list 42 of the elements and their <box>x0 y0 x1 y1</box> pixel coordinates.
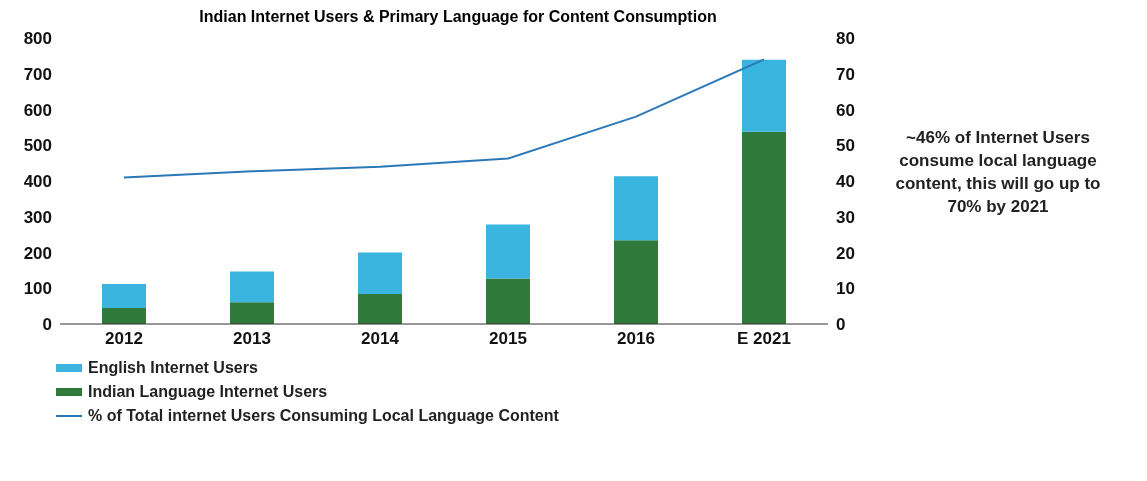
x-tick-label: 2016 <box>617 329 655 349</box>
y-tick-label: 500 <box>23 136 52 156</box>
y-tick-label: 200 <box>23 243 52 263</box>
text: ~46% of Internet Users consume local language content, this will go up to 70% by 2021 <box>894 127 1102 218</box>
chart-title: Indian Internet Users & Primary Language for Content Consumption <box>198 8 718 26</box>
bar <box>358 293 402 324</box>
y2-tick-label: 80 <box>836 29 855 49</box>
bar <box>230 302 274 324</box>
y2-tick-label: 30 <box>836 207 855 227</box>
y2-tick-label: 60 <box>836 100 855 120</box>
bar <box>742 59 786 132</box>
x-tick-label: 2013 <box>233 329 271 349</box>
y2-tick-label: 50 <box>836 136 855 156</box>
y-tick-label: 100 <box>23 279 52 299</box>
legend-label: Indian Language Internet Users <box>88 383 328 401</box>
y-tick-label: 400 <box>23 172 52 192</box>
y2-tick-label: 10 <box>836 279 855 299</box>
bar <box>486 224 530 279</box>
y2-tick-label: 0 <box>836 315 846 335</box>
y-tick-label: 0 <box>42 315 52 335</box>
x-tick-label: 2012 <box>105 329 143 349</box>
bar <box>102 283 146 308</box>
bar <box>358 252 402 294</box>
bar <box>102 307 146 324</box>
line-series <box>123 58 765 179</box>
legend-label: % of Total internet Users Consuming Local Language Content <box>88 407 559 425</box>
y2-tick-label: 70 <box>836 64 855 84</box>
y-tick-label: 800 <box>23 29 52 49</box>
bar <box>742 131 786 324</box>
x-tick-label: 2015 <box>489 329 527 349</box>
y2-tick-label: 40 <box>836 172 855 192</box>
y-tick-label: 600 <box>23 100 52 120</box>
bar <box>486 278 530 324</box>
x-tick-label: 2014 <box>361 329 400 349</box>
bar <box>614 176 658 241</box>
y-tick-label: 700 <box>23 64 52 84</box>
y-tick-label: 300 <box>23 207 52 227</box>
bar <box>230 271 274 303</box>
bar <box>614 240 658 324</box>
y2-tick-label: 20 <box>836 243 855 263</box>
x-tick-label: E 2021 <box>737 329 791 349</box>
legend-label: English Internet Users <box>88 359 258 377</box>
